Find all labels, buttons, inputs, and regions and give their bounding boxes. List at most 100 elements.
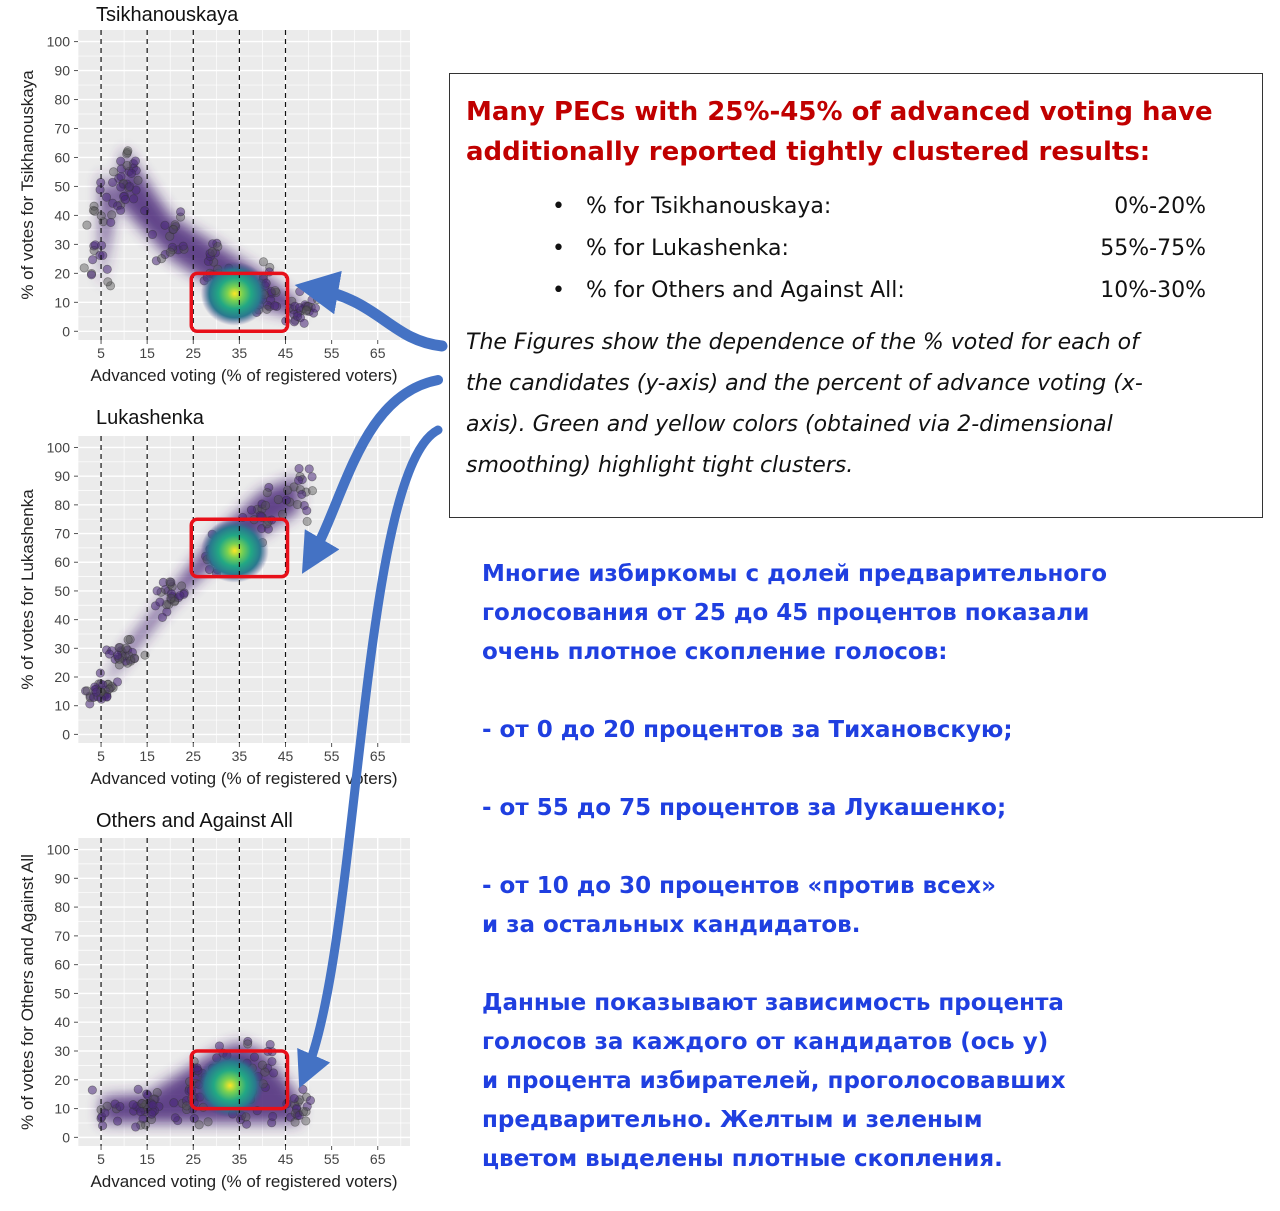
x-tick-label: 65 — [370, 345, 386, 361]
data-point — [257, 1060, 267, 1070]
ru-line: голосов за каждого от кандидатов (ось y) — [482, 1029, 1049, 1055]
data-point — [91, 687, 101, 697]
y-tick-label: 60 — [54, 554, 70, 570]
data-point — [177, 581, 187, 591]
scatter-points — [81, 464, 318, 709]
data-point — [89, 201, 99, 211]
y-tick-label: 100 — [47, 34, 71, 50]
spacer — [482, 672, 1262, 711]
list-item-range: 55%-75% — [1100, 236, 1206, 261]
y-tick-label: 80 — [54, 92, 70, 108]
x-axis-label: Advanced voting (% of registered voters) — [90, 1172, 397, 1191]
data-point — [294, 475, 304, 485]
data-point — [106, 217, 116, 227]
x-tick-label: 25 — [185, 748, 201, 764]
note-line-1: The Figures show the dependence of the %… — [466, 330, 1139, 355]
english-figure-note: The Figures show the dependence of the %… — [466, 322, 1246, 486]
data-point — [113, 1116, 123, 1126]
cluster-hotspot — [200, 261, 269, 326]
data-point — [168, 224, 178, 234]
data-point — [192, 1063, 202, 1073]
data-point — [155, 597, 165, 607]
ru-para-5: Данные показывают зависимость процента г… — [482, 984, 1262, 1179]
y-tick-label: 70 — [54, 928, 70, 944]
data-point — [152, 586, 162, 596]
highlight-box — [189, 517, 290, 579]
x-tick-label: 45 — [278, 1151, 294, 1167]
y-tick-label: 80 — [54, 899, 70, 915]
data-point — [292, 499, 302, 510]
list-item-lukashenka: • % for Lukashenka: 55%-75% — [552, 228, 1206, 270]
data-point — [82, 220, 92, 230]
data-point — [101, 192, 112, 202]
x-tick-label: 35 — [232, 748, 248, 764]
x-tick-label: 5 — [97, 345, 105, 361]
panel-2: 5 15 25 35 45 55 65 0 10 20 30 40 50 60 70 80 90 100 Other… — [18, 810, 410, 1191]
ru-line: очень плотное скопление голосов: — [482, 639, 948, 665]
data-point — [140, 650, 150, 660]
data-point — [307, 486, 318, 496]
data-point — [310, 303, 320, 313]
y-tick-label: 30 — [54, 236, 70, 252]
list-item-label: % for Lukashenka: — [586, 236, 789, 261]
data-point — [262, 488, 272, 498]
ru-line: - от 0 до 20 процентов за Тихановскую; — [482, 717, 1013, 743]
data-point — [194, 1120, 204, 1130]
plot-background — [78, 436, 410, 743]
data-point — [261, 500, 271, 511]
data-point — [133, 175, 143, 185]
data-point — [130, 653, 140, 663]
list-item-label: % for Tsikhanouskaya: — [586, 194, 832, 219]
data-point — [116, 205, 126, 215]
ru-para-1: Многие избиркомы с долей предварительног… — [482, 555, 1262, 672]
data-point — [87, 1085, 97, 1095]
y-tick-label: 70 — [54, 121, 70, 137]
list-item-label: % for Others and Against All: — [586, 278, 905, 303]
data-point — [270, 301, 280, 311]
y-tick-label: 90 — [54, 63, 70, 79]
data-point — [157, 254, 167, 264]
x-tick-label: 25 — [185, 345, 201, 361]
y-tick-label: 30 — [54, 640, 70, 656]
data-point — [312, 294, 323, 304]
data-point — [294, 464, 304, 474]
x-tick-label: 35 — [232, 345, 248, 361]
data-point — [88, 255, 98, 265]
spacer — [482, 945, 1262, 984]
data-point — [131, 1122, 141, 1132]
data-point — [108, 177, 118, 187]
data-point — [95, 185, 105, 195]
bullet-icon: • — [552, 236, 565, 261]
y-tick-label: 90 — [54, 870, 70, 886]
data-point — [112, 677, 123, 687]
data-point — [116, 164, 126, 174]
data-point — [116, 182, 126, 192]
highlight-box — [189, 1049, 290, 1111]
data-point — [79, 263, 89, 273]
data-point — [137, 1098, 147, 1108]
data-point — [297, 489, 307, 499]
russian-summary-text: Многие избиркомы с долей предварительног… — [482, 555, 1262, 1179]
arrow-to-lukashenka — [301, 375, 443, 574]
ru-para-4: - от 10 до 30 процентов «против всех» и … — [482, 867, 1262, 945]
data-point — [268, 1111, 278, 1121]
x-axis-label: Advanced voting (% of registered voters) — [90, 366, 397, 385]
y-tick-label: 10 — [54, 1101, 70, 1117]
ru-line: Данные показывают зависимость процента — [482, 990, 1064, 1016]
data-point — [295, 286, 305, 297]
note-line-4: smoothing) highlight tight clusters. — [466, 453, 854, 478]
data-point — [165, 577, 175, 587]
y-tick-label: 60 — [54, 149, 70, 165]
data-point — [243, 1039, 253, 1049]
data-point — [125, 181, 135, 192]
x-tick-label: 55 — [324, 345, 340, 361]
cluster-range-list: • % for Tsikhanouskaya: 0%-20% • % for L… — [466, 186, 1246, 312]
data-point — [273, 494, 283, 505]
data-point — [264, 482, 274, 492]
arrow-to-others — [297, 425, 443, 1089]
data-point — [292, 311, 303, 321]
data-point — [123, 635, 133, 645]
x-tick-label: 5 — [97, 748, 105, 764]
panel-1: 5 15 25 35 45 55 65 0 10 20 30 40 50 60 70 80 90 100 Lukas… — [18, 407, 410, 788]
y-tick-label: 20 — [54, 669, 70, 685]
